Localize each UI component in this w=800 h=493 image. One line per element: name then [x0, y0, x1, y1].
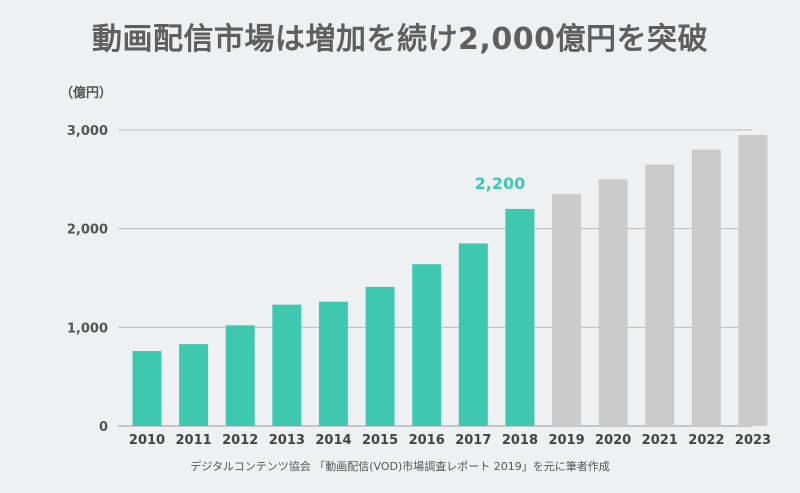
x-tick-labels: 2010 2011 2012 2013 2014 2015 2016 2017 2018 2019… [129, 433, 771, 448]
x-tick-label: 2013 [269, 433, 305, 448]
chart-title: 動画配信市場は増加を続け2,000億円を突破 [92, 22, 708, 57]
data-labels: 2,200 [475, 174, 526, 193]
bar-2011 [179, 344, 209, 426]
source-note: デジタルコンテンツ協会 「動画配信(VOD)市場調査レポート 2019」を元に筆… [190, 460, 610, 473]
bar-2013 [272, 304, 302, 426]
bar-2017 [458, 243, 488, 426]
x-tick-label: 2010 [129, 433, 165, 448]
bar-2022 [691, 149, 721, 426]
x-tick-label: 2014 [315, 433, 351, 448]
x-tick-label: 2019 [548, 433, 584, 448]
bar-2023 [738, 134, 768, 426]
y-axis-unit-label: （億円） [60, 85, 112, 101]
bar-2019 [552, 194, 582, 426]
x-tick-label: 2015 [362, 433, 398, 448]
x-tick-label: 2012 [222, 433, 258, 448]
x-tick-label: 2016 [409, 433, 445, 448]
bar-2016 [412, 264, 442, 426]
bar-2015 [365, 286, 395, 426]
x-tick-label: 2021 [642, 433, 678, 448]
x-tick-label: 2022 [688, 433, 724, 448]
y-tick-label: 2,000 [67, 223, 108, 238]
bar-2018 [505, 208, 535, 426]
y-tick-labels: 0 1,000 2,000 3,000 [67, 124, 108, 435]
bar-2020 [598, 179, 628, 426]
bars [132, 134, 768, 427]
bar-2012 [225, 325, 255, 426]
x-tick-label: 2011 [176, 433, 212, 448]
x-tick-label: 2018 [502, 433, 538, 448]
bar-2021 [645, 164, 675, 427]
x-tick-label: 2023 [735, 433, 771, 448]
data-label-2018: 2,200 [475, 174, 526, 193]
bar-2010 [132, 351, 162, 426]
x-tick-label: 2020 [595, 433, 631, 448]
y-tick-label: 0 [99, 420, 108, 435]
x-tick-label: 2017 [455, 433, 491, 448]
y-tick-label: 3,000 [67, 124, 108, 139]
bar-2014 [318, 301, 348, 426]
y-tick-label: 1,000 [67, 321, 108, 336]
